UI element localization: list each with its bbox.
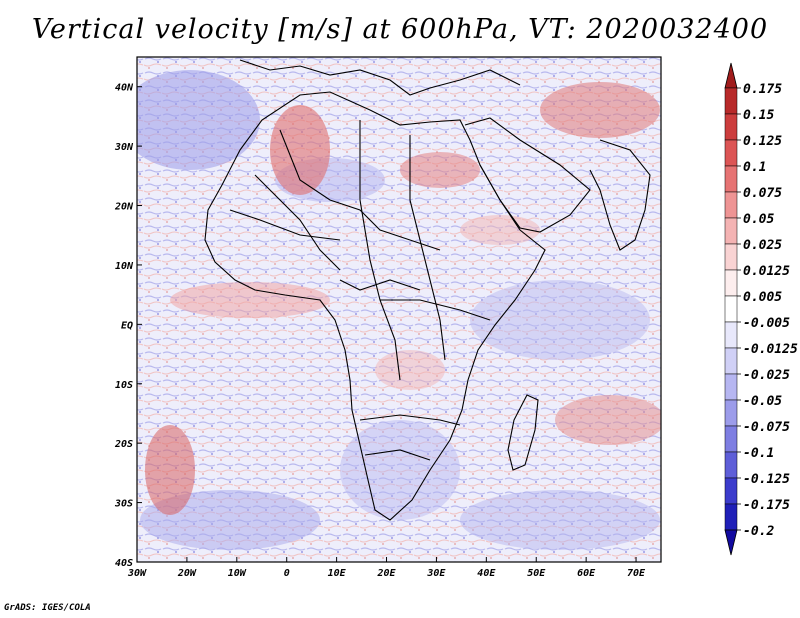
colorbar-label: 0.125 (743, 134, 782, 149)
colorbar-band (724, 87, 738, 115)
lon-tick-label: 20W (177, 568, 197, 579)
colorbar-band (724, 139, 738, 167)
colorbar-lower-triangle (724, 529, 738, 556)
colorbar-label: -0.0125 (743, 342, 798, 357)
lat-tick-label: 20S (114, 439, 133, 450)
lon-tick-label: 60E (577, 568, 596, 579)
colorbar-band (724, 451, 738, 479)
colorbar-label: -0.005 (743, 316, 790, 331)
coastlines-borders (204, 59, 651, 521)
colorbar-band (724, 425, 738, 453)
colorbar: 0.175 0.15 0.125 0.1 0.075 0.05 0.025 0.0125 0.0… (724, 62, 798, 556)
colorbar-band (724, 321, 738, 349)
colorbar-label: -0.175 (743, 498, 790, 513)
colorbar-band (724, 295, 738, 323)
lat-tick-label: 10S (115, 380, 133, 391)
lat-tick-label: 20N (114, 202, 134, 213)
colorbar-label: -0.1 (743, 446, 774, 461)
grads-credit: GrADS: IGES/COLA (4, 603, 91, 613)
colorbar-band (724, 165, 738, 193)
lat-tick-label: 10N (115, 261, 134, 272)
map-title: Vertical velocity [m/s] at 600hPa, VT: 2… (31, 14, 769, 45)
colorbar-label: -0.025 (743, 368, 790, 383)
lat-tick-label: 40S (115, 558, 133, 569)
colorbar-band (724, 399, 738, 427)
colorbar-band (724, 347, 738, 375)
lon-tick-label: 30E (426, 568, 446, 579)
lon-tick-label: 70E (627, 568, 646, 579)
colorbar-band (724, 243, 738, 271)
colorbar-label: 0.005 (743, 290, 782, 305)
lon-tick-label: 40E (477, 568, 496, 579)
colorbar-label: -0.05 (743, 394, 782, 409)
colorbar-band (724, 477, 738, 505)
lon-tick-label: 10E (328, 568, 347, 579)
colorbar-label: -0.2 (743, 524, 774, 539)
colorbar-label: 0.05 (743, 212, 774, 227)
colorbar-band (724, 113, 738, 141)
lat-tick-label: 30N (114, 142, 134, 153)
lon-tick-label: 10W (228, 568, 247, 579)
lon-tick-label: 50E (527, 568, 546, 579)
colorbar-label: 0.1 (743, 160, 766, 175)
colorbar-band (724, 191, 738, 219)
colorbar-label: 0.15 (743, 108, 774, 123)
colorbar-label: -0.075 (743, 420, 790, 435)
lon-tick-label: 20E (376, 568, 396, 579)
lat-tick-label: EQ (121, 320, 133, 331)
vertical-velocity-field (137, 57, 661, 562)
latitude-axis: 40N 30N 20N 10N EQ 10S 20S 30S 40S (114, 83, 142, 569)
lon-tick-label: 0 (284, 568, 290, 579)
colorbar-label: -0.125 (743, 472, 790, 487)
lat-tick-label: 30S (114, 499, 133, 510)
colorbar-label: 0.0125 (743, 264, 790, 279)
longitude-axis: 30W 20W 10W 0 10E 20E 30E 40E 50E 60E 70E (127, 557, 646, 579)
colorbar-upper-triangle (724, 62, 738, 89)
lat-tick-label: 40N (115, 83, 134, 94)
colorbar-label: 0.025 (743, 238, 782, 253)
colorbar-band (724, 373, 738, 401)
colorbar-band (724, 217, 738, 245)
lon-tick-label: 30W (127, 568, 147, 579)
colorbar-band (724, 269, 738, 297)
colorbar-label: 0.075 (743, 186, 782, 201)
colorbar-band (724, 503, 738, 531)
colorbar-label: 0.175 (743, 82, 782, 97)
map-frame (136, 56, 662, 563)
